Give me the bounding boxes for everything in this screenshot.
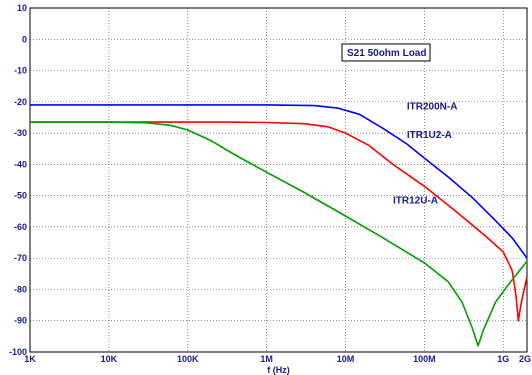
y-tick-label: -60 bbox=[14, 222, 27, 232]
y-tick-label: 10 bbox=[17, 3, 27, 13]
x-tick-label: 100M bbox=[413, 354, 436, 364]
y-tick-label: 0 bbox=[22, 34, 27, 44]
legend-frame bbox=[341, 43, 431, 62]
series-labels: ITR200N-A ITR1U2-A ITR12U-A bbox=[393, 102, 457, 207]
legend-box: S21 50ohm Load bbox=[341, 43, 431, 62]
x-axis-label: f (Hz) bbox=[267, 365, 290, 375]
y-tick-label: -10 bbox=[14, 66, 27, 76]
x-tick-label: 10M bbox=[337, 354, 355, 364]
grid-lines bbox=[30, 8, 527, 352]
x-tick-label: 1K bbox=[24, 354, 36, 364]
y-tick-label: -80 bbox=[14, 284, 27, 294]
series-label-2: ITR1U2-A bbox=[407, 130, 452, 141]
x-tick-label: 10K bbox=[101, 354, 118, 364]
x-tick-label: 100K bbox=[177, 354, 199, 364]
x-tick-label: 1M bbox=[260, 354, 273, 364]
series-line-1 bbox=[30, 104, 528, 259]
y-tick-label: -20 bbox=[14, 97, 27, 107]
y-tick-label: -90 bbox=[14, 316, 27, 326]
y-tick-label: -30 bbox=[14, 128, 27, 138]
series-label-3: ITR12U-A bbox=[393, 195, 438, 206]
series-line-3 bbox=[30, 121, 528, 347]
legend-title: S21 50ohm Load bbox=[347, 48, 426, 59]
series-line-2 bbox=[30, 121, 528, 322]
y-tick-label: -40 bbox=[14, 159, 27, 169]
series-label-1: ITR200N-A bbox=[407, 102, 458, 113]
series-group bbox=[30, 104, 528, 347]
plot-frame bbox=[29, 7, 528, 353]
y-tick-label: -100 bbox=[9, 347, 27, 357]
y-tick-label: -50 bbox=[14, 191, 27, 201]
x-tick-label: 2G bbox=[519, 354, 531, 364]
x-tick-label: 1G bbox=[497, 354, 509, 364]
y-tick-label: -70 bbox=[14, 253, 27, 263]
